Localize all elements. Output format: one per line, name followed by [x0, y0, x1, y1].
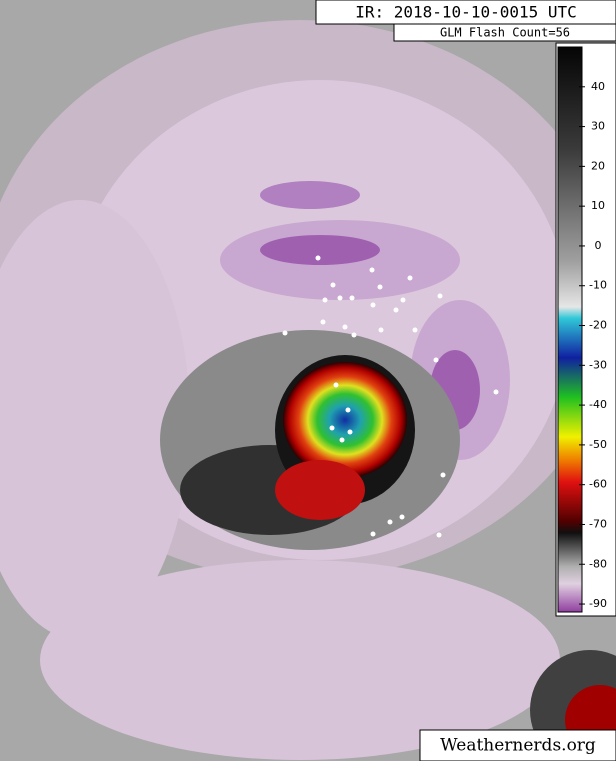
- tick-label: -40: [589, 398, 607, 411]
- tick-label: -50: [589, 438, 607, 451]
- subtitle-box: [393, 23, 616, 42]
- tick-label: 10: [591, 199, 605, 212]
- tick-label: -70: [589, 517, 607, 530]
- tick-label: -90: [589, 597, 607, 610]
- title-box: [315, 0, 616, 25]
- subtitle: GLM Flash Count=56: [440, 26, 570, 40]
- tick-label: -60: [589, 478, 607, 491]
- tick-label: 30: [591, 120, 605, 133]
- tick-label: 40: [591, 80, 605, 93]
- colorbar-ticks: 40 30 20 10 0 -10 -20 -30 -40 -50 -60 -70 -80 -90: [579, 80, 607, 610]
- title: IR: 2018-10-10-0015 UTC: [355, 3, 577, 22]
- credit: Weathernerds.org: [440, 736, 596, 756]
- credit-box: [419, 729, 616, 761]
- tick-label: -20: [589, 319, 607, 332]
- colorbar: [557, 46, 583, 613]
- tick-label: -80: [589, 557, 607, 570]
- tick-label: 20: [591, 159, 605, 172]
- tick-label: -30: [589, 358, 607, 371]
- tick-label: 0: [595, 239, 602, 252]
- lightning-flashes: [282, 255, 499, 538]
- tick-label: -10: [589, 279, 607, 292]
